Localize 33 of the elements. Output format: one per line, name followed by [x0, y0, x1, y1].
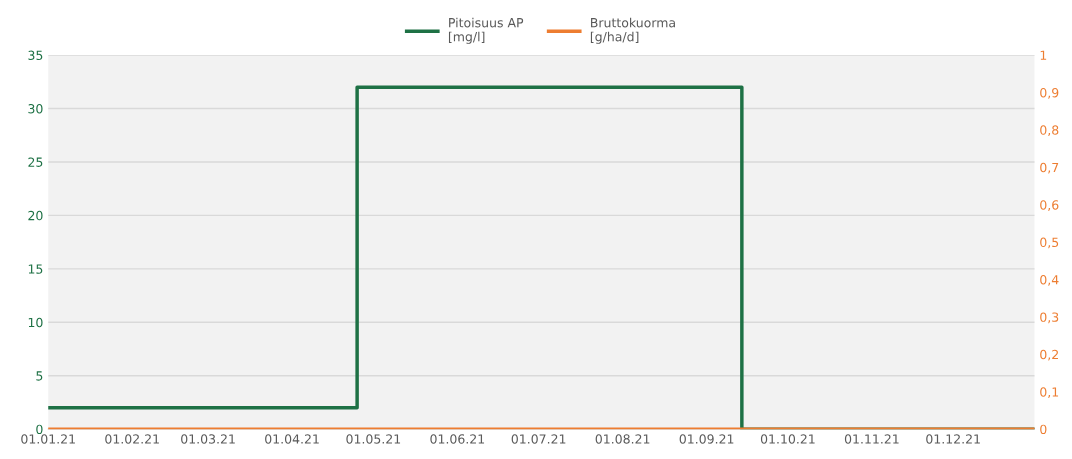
x-tick-label: 01.12.21 [926, 434, 980, 444]
x-tick-label: 01.01.21 [21, 434, 75, 444]
x-tick-label: 01.05.21 [346, 434, 401, 444]
y-tick-label: 15 [28, 264, 43, 274]
x-tick-label: 01.02.21 [105, 434, 159, 444]
y-tick-label: 30 [28, 103, 43, 114]
x-tick-label: 01.04.21 [265, 434, 319, 444]
x-tick-label: 01.09.21 [679, 434, 734, 444]
y2-tick-label: 0,8 [1040, 125, 1059, 137]
y-tick-label: 20 [28, 210, 43, 221]
y-tick-label: 5 [36, 371, 43, 381]
y2-tick-label: 0,7 [1040, 162, 1059, 174]
x-tick-label: 01.07.21 [511, 434, 566, 444]
legend-label: Pitoisuus AP [mg/l] [448, 17, 524, 44]
x-tick-label: 01.06.21 [430, 434, 485, 444]
x-tick-label: 01.11.21 [844, 434, 899, 444]
y2-tick-label: 0,4 [1040, 275, 1059, 286]
y2-tick-label: 0,3 [1040, 312, 1059, 324]
x-tick-label: 01.08.21 [595, 434, 650, 444]
y2-tick-label: 0,1 [1040, 387, 1059, 398]
y2-tick-label: 1 [1040, 50, 1047, 60]
legend-label: Bruttokuorma [g/ha/d] [590, 17, 675, 44]
y2-tick-label: 0,6 [1040, 200, 1059, 211]
y-tick-label: 0 [36, 424, 43, 435]
y-tick-label: 10 [28, 317, 43, 328]
x-tick-label: 01.10.21 [760, 434, 815, 444]
y-tick-label: 35 [28, 50, 43, 61]
y2-tick-label: 0,9 [1040, 87, 1059, 99]
y2-tick-label: 0 [1040, 424, 1047, 435]
y-tick-label: 25 [28, 157, 43, 167]
y2-tick-label: 0,2 [1040, 349, 1058, 361]
y2-tick-label: 0,5 [1040, 237, 1059, 249]
x-tick-label: 01.03.21 [181, 434, 235, 444]
